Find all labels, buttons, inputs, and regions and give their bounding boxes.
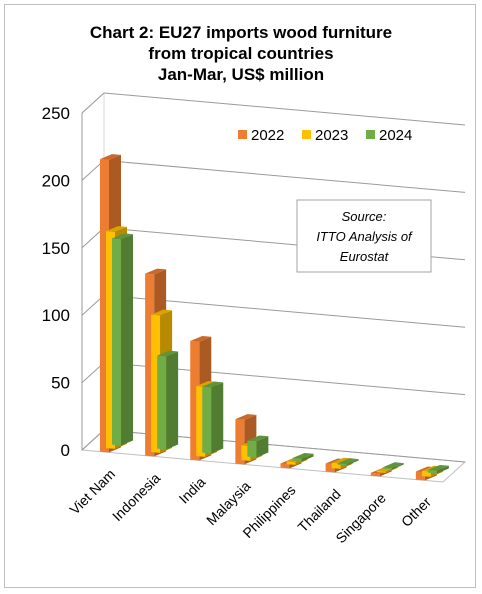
bar-front-singapore-2023 [376,470,386,473]
bar-top-india-2023 [196,381,218,387]
source-box-border [296,199,432,273]
y-tick-250: 250 [42,104,70,123]
bar-top-singapore-2024 [382,462,404,469]
bar-front-india-2024 [202,386,212,454]
bar-india-2024 [202,381,224,454]
bar-side-singapore-2024 [391,463,404,470]
source-line-1: Source: [342,209,387,224]
bar-front-other-2024 [427,469,437,474]
bar-side-viet-nam-2024 [121,234,133,446]
bar-thailand-2024 [337,458,359,466]
bar-front-indonesia-2024 [157,355,167,450]
bar-front-viet-nam-2024 [112,238,121,446]
bar-side-other-2024 [436,465,449,474]
floor [80,429,467,483]
x-label-malaysia: Malaysia [203,478,254,529]
legend-swatch-2023 [302,130,311,139]
bar-other-2024 [427,464,449,474]
y-tick-200: 200 [42,171,70,190]
gridline-200 [103,159,466,193]
bar-top-malaysia-2024 [247,435,269,442]
bar-front-singapore-2024 [382,467,392,470]
source-line-3: Eurostat [340,249,390,264]
bar-top-indonesia-2024 [157,350,179,357]
gridlines [81,92,466,463]
bar-side-thailand-2024 [346,459,359,466]
bar-philippines-2024 [292,452,314,462]
bar-front-singapore-2022 [370,472,380,477]
source-line-2: ITTO Analysis of [316,229,413,244]
gridline-side-250 [81,92,105,114]
y-tick-150: 150 [42,239,70,258]
bar-top-other-2024 [427,464,449,471]
chart-title: Chart 2: EU27 imports wood furniture fro… [0,22,482,85]
x-label-viet-nam: Viet Nam [66,466,118,518]
bars [100,154,449,481]
y-axis-ticks: 0 50 100 150 200 250 [42,104,70,460]
chart-title-line-2: from tropical countries [148,44,334,63]
bar-top-india-2024 [202,381,224,388]
chart-walls [80,91,467,483]
y-tick-50: 50 [51,374,70,393]
bar-top-indonesia-2022 [145,268,167,275]
x-label-india: India [176,474,209,507]
bar-front-malaysia-2024 [247,440,257,458]
bar-top-philippines-2024 [292,452,314,459]
legend-label-2022: 2022 [251,127,284,144]
bar-side-philippines-2024 [301,453,314,462]
source-annotation: Source: ITTO Analysis of Eurostat [296,199,432,273]
bar-top-indonesia-2023 [151,309,173,316]
legend-swatch-2024 [366,130,375,139]
bar-top-viet-nam-2024 [112,233,133,240]
bar-malaysia-2024 [247,435,269,458]
bar-singapore-2024 [382,462,404,470]
bar-top-thailand-2024 [337,458,359,465]
gridline-250 [103,92,466,126]
bar-side-malaysia-2024 [256,436,269,458]
bar-viet-nam-2024 [112,233,133,446]
bar-side-indonesia-2024 [166,351,179,450]
x-label-other: Other [398,494,434,530]
bar-front-philippines-2024 [292,457,302,462]
bar-front-philippines-2023 [286,461,296,465]
y-tick-0: 0 [61,441,70,460]
bar-top-malaysia-2022 [235,414,257,420]
bar-top-thailand-2023 [331,457,353,464]
chart-title-line-1: Chart 2: EU27 imports wood furniture [89,23,393,42]
legend-swatch-2022 [238,130,247,139]
bar-top-india-2022 [190,335,212,342]
bar-indonesia-2024 [157,350,179,450]
legend: 2022 2023 2024 [238,127,412,144]
bar-top-viet-nam-2022 [100,154,121,160]
bar-front-thailand-2024 [337,463,347,466]
bar-front-philippines-2022 [280,463,290,469]
legend-label-2023: 2023 [315,127,348,144]
chart-frame [4,4,476,588]
legend-label-2024: 2024 [379,127,412,144]
y-tick-100: 100 [42,306,70,325]
chart-title-line-3: Jan-Mar, US$ million [157,65,325,84]
x-label-thailand: Thailand [294,486,343,535]
bar-top-viet-nam-2023 [106,226,127,232]
bar-side-india-2024 [211,382,224,454]
